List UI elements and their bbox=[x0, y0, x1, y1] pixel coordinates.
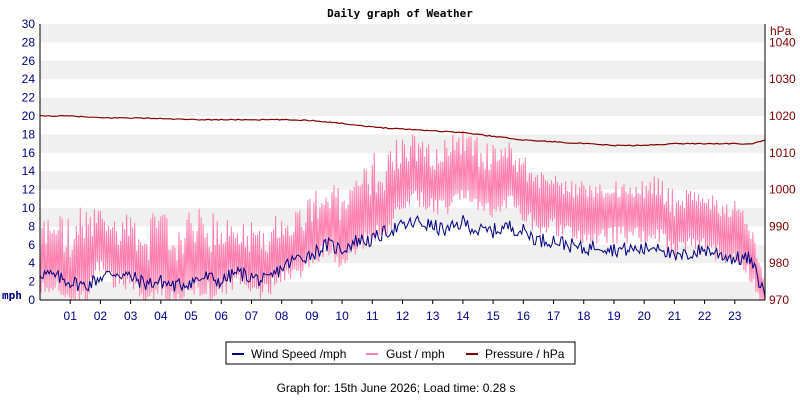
right-tick-label: 1000 bbox=[769, 183, 796, 197]
pressure-line bbox=[39, 114, 766, 147]
left-tick-label: 28 bbox=[22, 35, 36, 49]
x-tick-label: 16 bbox=[517, 309, 531, 323]
right-tick-label: 1020 bbox=[769, 109, 796, 123]
grid-bands bbox=[40, 24, 765, 300]
left-tick-label: 2 bbox=[28, 275, 35, 289]
x-tick-label: 11 bbox=[366, 309, 379, 323]
legend: Wind Speed /mph Gust / mph Pressure / hP… bbox=[225, 341, 576, 365]
x-tick-label: 17 bbox=[547, 309, 561, 323]
left-tick-label: 22 bbox=[22, 91, 36, 105]
wind-series-layer bbox=[39, 215, 766, 297]
legend-box bbox=[225, 341, 576, 365]
x-tick-label: 21 bbox=[668, 309, 682, 323]
left-tick-label: 4 bbox=[28, 256, 35, 270]
grid-band bbox=[40, 97, 765, 116]
x-tick-label: 22 bbox=[698, 309, 712, 323]
grid-band bbox=[40, 281, 765, 300]
left-tick-label: 14 bbox=[22, 164, 36, 178]
right-tick-label: 980 bbox=[769, 256, 789, 270]
x-tick-label: 18 bbox=[577, 309, 591, 323]
left-tick-label: 16 bbox=[22, 146, 36, 160]
legend-label-pressure: Pressure / hPa bbox=[485, 347, 565, 361]
grid-band bbox=[40, 263, 765, 282]
x-tick-label: 15 bbox=[486, 309, 500, 323]
right-tick-label: 1030 bbox=[769, 72, 796, 86]
right-tick-label: 990 bbox=[769, 219, 789, 233]
gust-series-layer bbox=[39, 130, 766, 301]
left-tick-label: 30 bbox=[22, 17, 36, 31]
left-tick-label: 6 bbox=[28, 238, 35, 252]
right-tick-label: 970 bbox=[769, 293, 789, 307]
x-tick-label: 14 bbox=[456, 309, 470, 323]
x-tick-label: 10 bbox=[335, 309, 349, 323]
x-tick-label: 19 bbox=[607, 309, 621, 323]
footer-caption: Graph for: 15th June 2026; Load time: 0.… bbox=[277, 381, 516, 395]
x-tick-label: 04 bbox=[154, 309, 168, 323]
grid-band bbox=[40, 42, 765, 61]
x-tick-label: 07 bbox=[245, 309, 259, 323]
chart-title: Daily graph of Weather bbox=[327, 7, 473, 20]
x-tick-label: 06 bbox=[215, 309, 229, 323]
left-tick-label: 24 bbox=[22, 72, 36, 86]
grid-band bbox=[40, 79, 765, 98]
left-tick-label: 20 bbox=[22, 109, 36, 123]
grid-band bbox=[40, 24, 765, 43]
pressure-series-layer bbox=[39, 114, 766, 147]
x-tick-label: 09 bbox=[305, 309, 319, 323]
right-axis-unit: hPa bbox=[770, 24, 792, 38]
left-axis-unit: mph bbox=[2, 289, 22, 302]
grid-band bbox=[40, 226, 765, 245]
legend-label-gust: Gust / mph bbox=[386, 347, 445, 361]
x-tick-label: 20 bbox=[637, 309, 651, 323]
left-tick-label: 18 bbox=[22, 127, 36, 141]
right-tick-label: 1010 bbox=[769, 146, 796, 160]
x-axis-ticks: 01 02 03 04 05 06 07 08 09 10 11 12 13 14 15 16 17 18 19 20… bbox=[64, 300, 742, 323]
left-tick-label: 10 bbox=[22, 201, 36, 215]
x-tick-label: 05 bbox=[184, 309, 198, 323]
right-axis-ticks: 970 980 990 1000 1010 1020 1030 1040 bbox=[769, 35, 796, 307]
wind-speed-line bbox=[39, 215, 766, 297]
x-tick-label: 01 bbox=[64, 309, 78, 323]
x-tick-label: 03 bbox=[124, 309, 138, 323]
grid-band bbox=[40, 116, 765, 135]
left-tick-label: 0 bbox=[28, 293, 35, 307]
legend-label-wind: Wind Speed /mph bbox=[251, 347, 346, 361]
left-tick-label: 12 bbox=[22, 183, 36, 197]
grid-band bbox=[40, 171, 765, 190]
right-tick-label: 1040 bbox=[769, 35, 796, 49]
x-tick-label: 13 bbox=[426, 309, 440, 323]
x-tick-label: 23 bbox=[728, 309, 742, 323]
grid-band bbox=[40, 60, 765, 80]
left-tick-label: 26 bbox=[22, 54, 36, 68]
left-tick-label: 8 bbox=[28, 219, 35, 233]
gust-line bbox=[39, 130, 766, 301]
x-tick-label: 08 bbox=[275, 309, 289, 323]
x-tick-label: 12 bbox=[396, 309, 410, 323]
x-tick-label: 02 bbox=[94, 309, 108, 323]
